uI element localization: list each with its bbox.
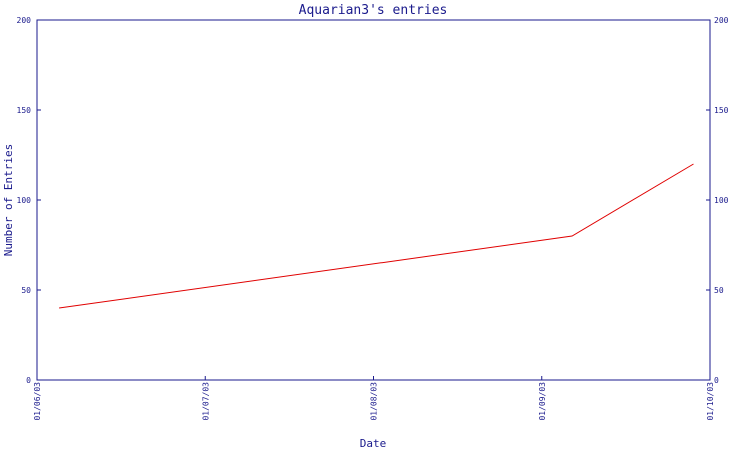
y-tick-label-right: 150 xyxy=(714,106,729,115)
y-axis-left: 0 50 100 150 200 xyxy=(17,16,41,385)
y-tick-label-right: 200 xyxy=(714,16,729,25)
y-tick-label-right: 100 xyxy=(714,196,729,205)
y-tick-label: 200 xyxy=(17,16,32,25)
plot-area xyxy=(36,19,711,381)
y-axis-right: 0 50 100 150 200 xyxy=(706,16,729,385)
x-tick-label: 01/09/03 xyxy=(538,382,547,421)
y-tick-label: 150 xyxy=(17,106,32,115)
y-tick-label: 50 xyxy=(21,286,31,295)
y-tick-label-right: 0 xyxy=(714,376,719,385)
y-tick-label: 100 xyxy=(17,196,32,205)
x-tick-label: 01/08/03 xyxy=(370,382,379,421)
y-tick-label: 0 xyxy=(26,376,31,385)
x-tick-label: 01/07/03 xyxy=(201,382,210,421)
x-axis-label: Date xyxy=(360,437,387,450)
series-line xyxy=(59,163,694,309)
y-axis-label: Number of Entries xyxy=(2,144,15,257)
chart-title: Aquarian3's entries xyxy=(299,3,448,18)
x-tick-label: 01/06/03 xyxy=(33,382,42,421)
x-axis: 01/06/03 01/07/03 01/08/03 01/09/03 01/10/03 xyxy=(33,376,715,421)
series-layer xyxy=(59,163,694,309)
x-tick-label: 01/10/03 xyxy=(706,382,715,421)
y-tick-label-right: 50 xyxy=(714,286,724,295)
